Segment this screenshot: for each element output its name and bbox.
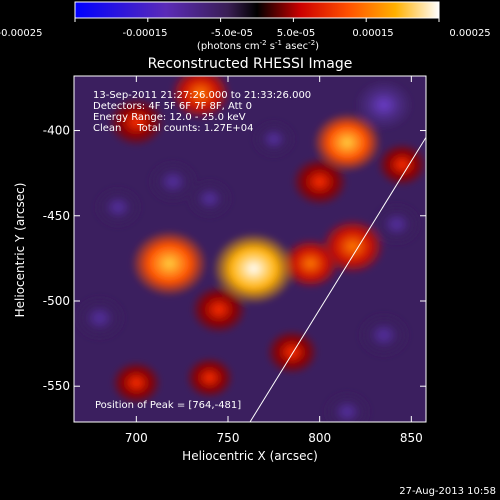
emission-source <box>111 360 162 405</box>
colorbar-unit-label: (photons cm-2 s-1 asec-2) <box>197 39 319 52</box>
emission-source <box>170 76 231 120</box>
footer-timestamp: 27-Aug-2013 10:58 <box>399 486 496 497</box>
colorbar-tick-label: 0.00015 <box>352 28 393 39</box>
emission-source <box>355 80 413 130</box>
emission-source <box>371 202 422 247</box>
emission-source <box>108 97 165 147</box>
axes: 700 750 800 850 -400 -450 -500 -550 <box>43 76 426 445</box>
x-tick-label: 750 <box>217 431 240 445</box>
emission-source <box>376 142 426 187</box>
info-clean-counts: Clean Total counts: 1.27E+04 <box>93 123 253 134</box>
chart-title: Reconstructed RHESSI Image <box>148 56 353 72</box>
x-tick-label: 700 <box>125 431 148 445</box>
emission-source <box>212 232 296 305</box>
y-tick-label: -450 <box>43 209 70 223</box>
colorbar-ticks <box>74 18 440 22</box>
x-tick-label: 850 <box>400 431 423 445</box>
emission-source <box>322 390 372 422</box>
emission-source <box>357 312 411 358</box>
peak-position-label: Position of Peak = [764,-481] <box>95 400 241 411</box>
emission-source <box>320 218 385 275</box>
x-tick-label: 800 <box>308 431 331 445</box>
info-detectors: Detectors: 4F 5F 6F 7F 8F, Att 0 <box>93 101 252 112</box>
y-tick-label: -500 <box>43 294 70 308</box>
plot-frame <box>73 75 427 423</box>
plot-area <box>74 76 426 422</box>
emission-source <box>186 178 233 219</box>
colorbar-gradient <box>74 1 440 19</box>
emission-source <box>251 119 297 159</box>
emission-sources <box>74 76 426 422</box>
emission-source <box>74 295 126 341</box>
observation-info: 13-Sep-2011 21:27:26.000 to 21:33:26.000… <box>93 90 311 134</box>
colorbar-tick-label: -5.0e-05 <box>211 28 253 39</box>
colorbar-tick-label: -0.00025 <box>0 28 42 39</box>
solar-limb <box>249 137 426 422</box>
emission-source <box>312 112 382 173</box>
emission-source <box>130 230 208 297</box>
emission-source <box>185 356 234 399</box>
emission-source <box>265 329 319 375</box>
info-time-range: 13-Sep-2011 21:27:26.000 to 21:33:26.000 <box>93 90 311 101</box>
colorbar-tick-label: -0.00015 <box>123 28 168 39</box>
x-axis-label: Heliocentric X (arcsec) <box>182 449 318 463</box>
colorbar-tick-label: 5.0e-05 <box>277 28 315 39</box>
info-energy-range: Energy Range: 12.0 - 25.0 keV <box>93 112 246 123</box>
y-tick-label: -400 <box>43 124 70 138</box>
y-tick-label: -550 <box>43 379 70 393</box>
emission-source <box>93 186 143 229</box>
y-axis-label: Heliocentric Y (arcsec) <box>13 183 27 318</box>
colorbar: -0.00025 -0.00015 -5.0e-05 5.0e-05 0.000… <box>0 1 491 52</box>
emission-source <box>147 159 199 204</box>
colorbar-tick-label: 0.00025 <box>449 28 490 39</box>
